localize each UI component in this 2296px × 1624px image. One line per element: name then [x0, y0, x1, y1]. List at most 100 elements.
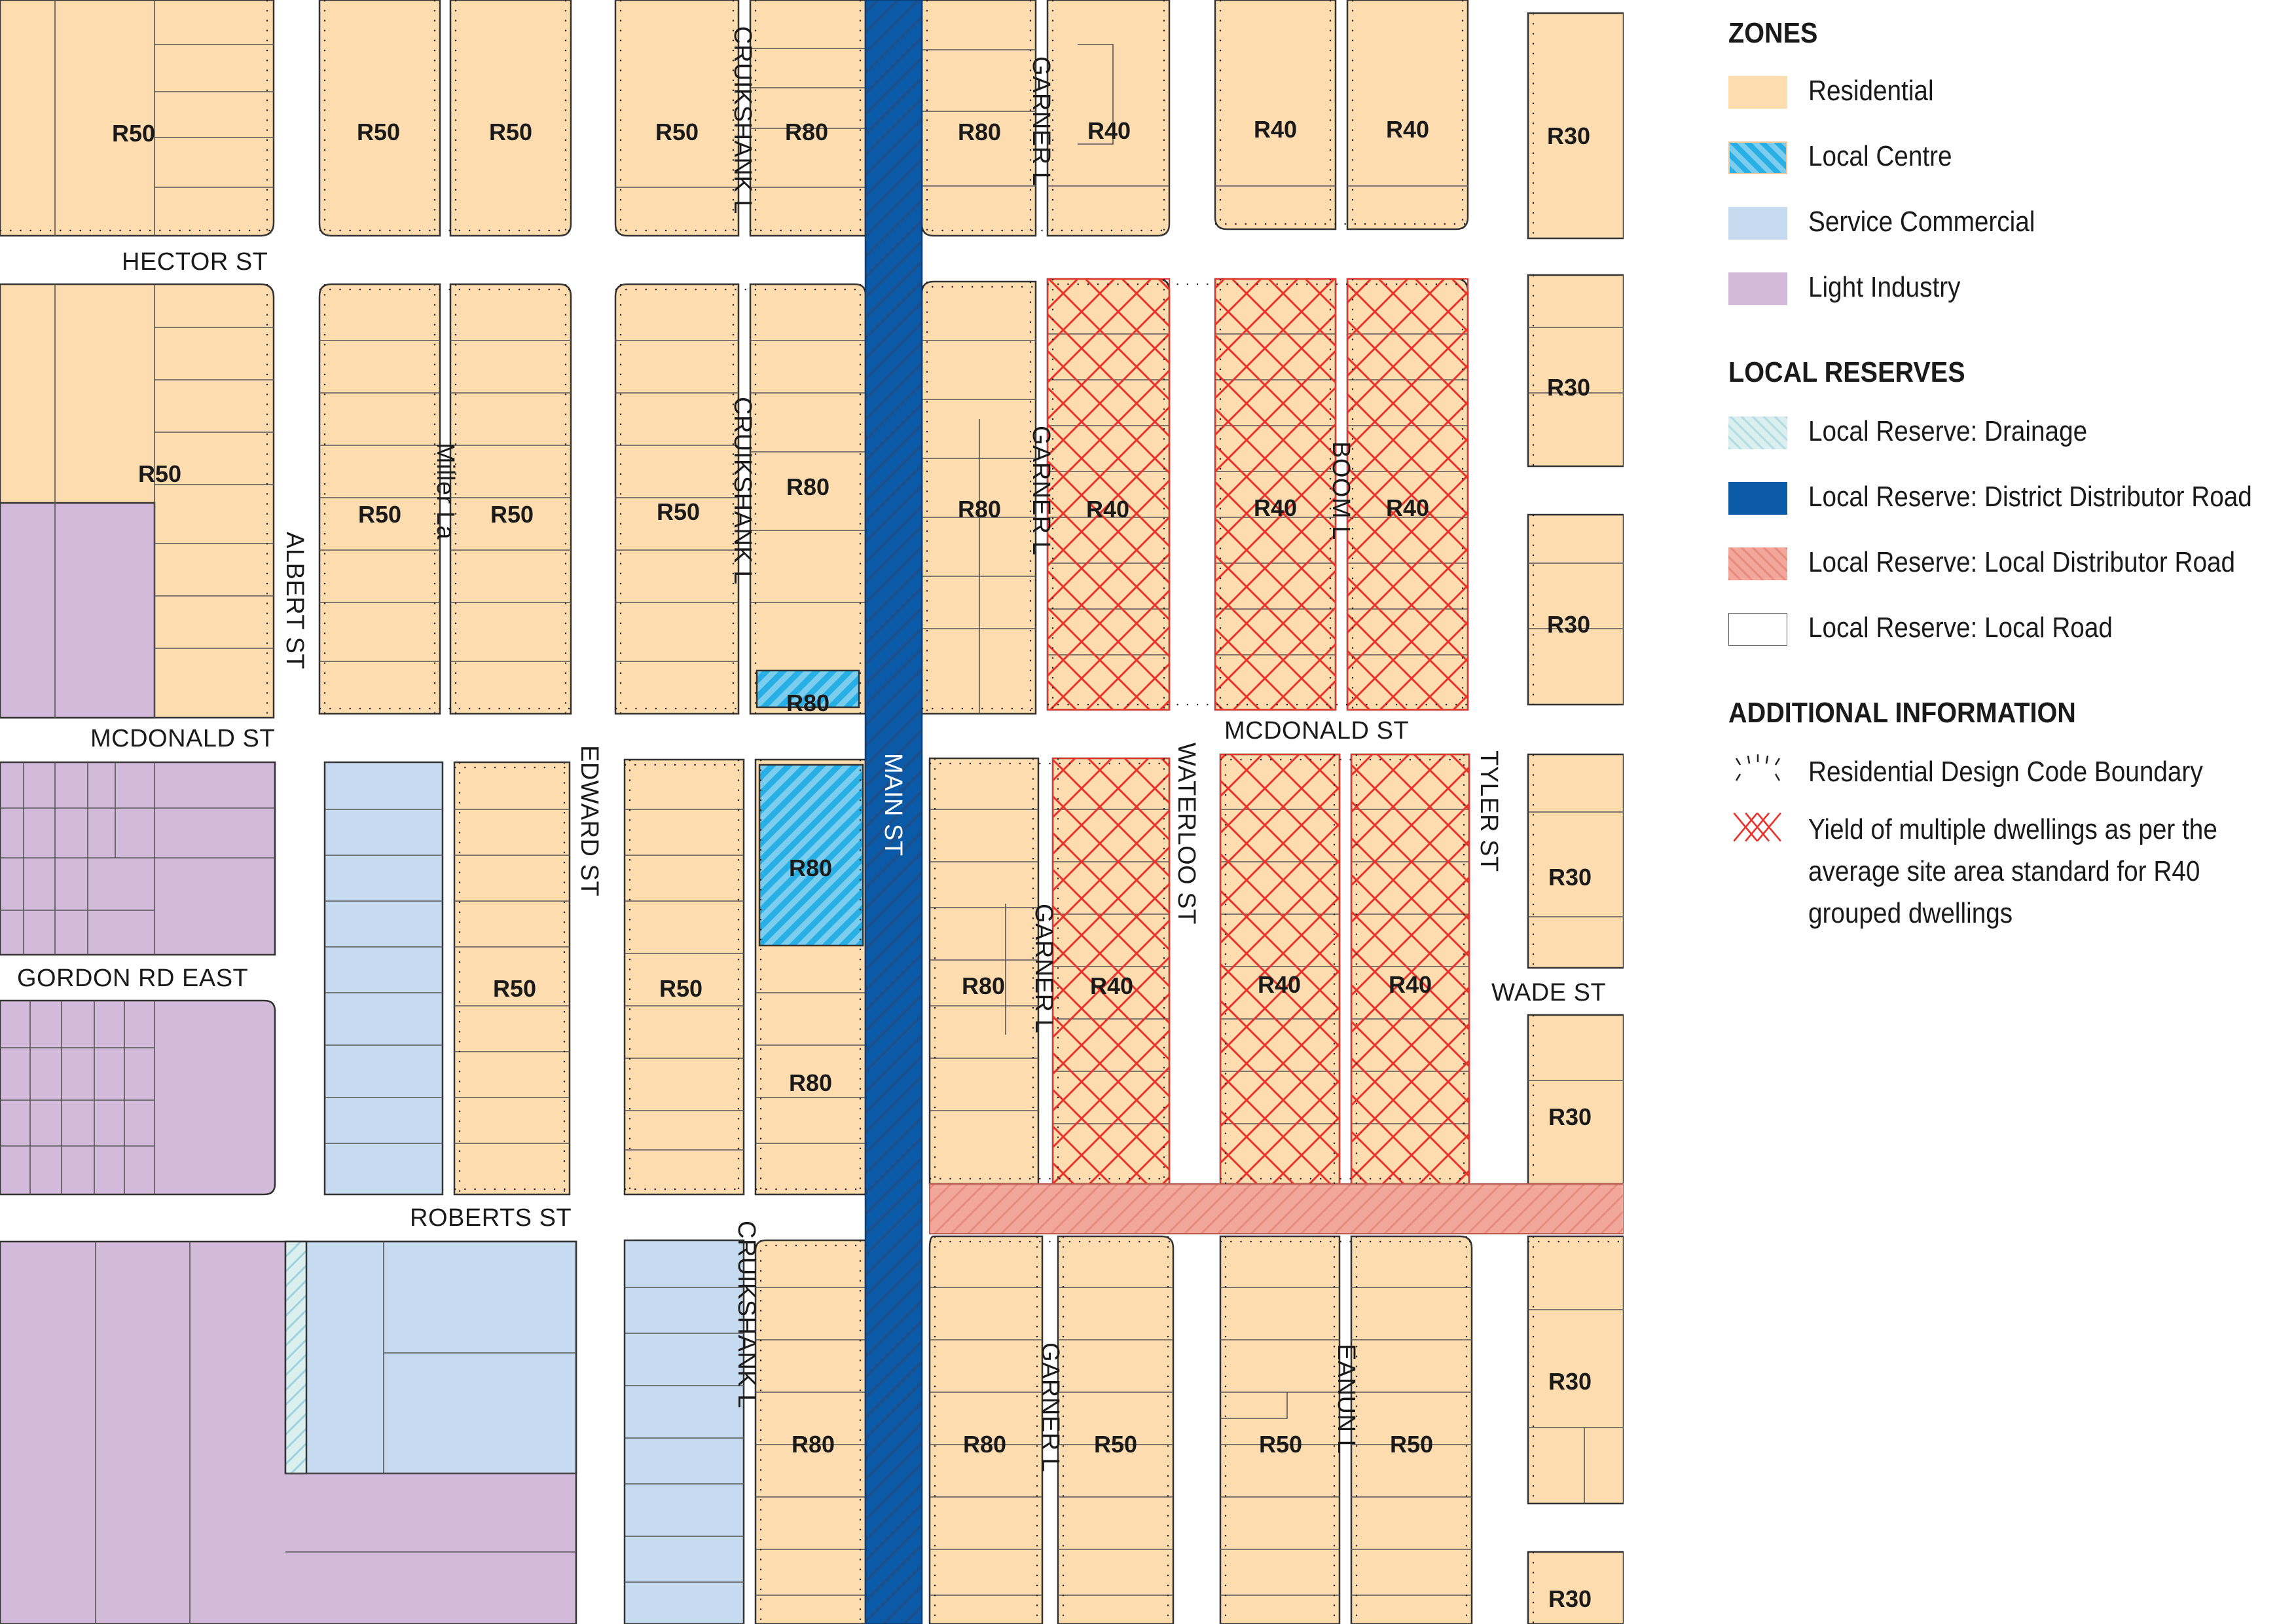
rcode-label: R40 [1258, 971, 1301, 998]
service-commercial-block [323, 761, 444, 1196]
residential-block [928, 1235, 1044, 1624]
residential-block [318, 0, 441, 237]
residential-block [449, 283, 572, 715]
residential-block [1057, 1235, 1175, 1624]
rcode-label: R50 [490, 501, 534, 528]
residential-block [1350, 1235, 1473, 1624]
legend-heading-zones: ZONES [1728, 17, 1818, 49]
swatch-drainage [1728, 416, 1787, 449]
rcode-label: R50 [489, 119, 532, 145]
rcode-label: R50 [1094, 1431, 1137, 1458]
rcode-label: R80 [963, 1431, 1006, 1458]
rcode-boundary-ticks [0, 0, 1624, 1624]
street-label-cruikshank-mid: CRUIKSHANK L [729, 397, 756, 585]
rcode-label: R80 [792, 1431, 835, 1458]
swatch-district-road [1728, 482, 1787, 515]
local-centre-block [758, 764, 864, 947]
street-label-garner-north: GARNER L [1027, 56, 1055, 186]
residential-block [449, 0, 572, 237]
rcode-label: R30 [1548, 1585, 1592, 1612]
street-label-garner-south2: GARNER L [1036, 1342, 1064, 1472]
residential-block [1046, 0, 1171, 237]
street-label-wade: WADE ST [1491, 979, 1606, 1006]
street-labels: HECTOR ST MCDONALD ST MCDONALD ST GORDON… [17, 26, 1606, 1472]
rcode-label: R40 [1254, 116, 1297, 143]
residential-block [1346, 0, 1469, 231]
rcode-label: R50 [358, 501, 401, 528]
rcode-label: R80 [785, 119, 828, 145]
swatch-rcode-boundary-icon [1735, 754, 1781, 781]
swatch-light-industry [1728, 272, 1787, 305]
street-label-tyler: TYLER ST [1475, 750, 1503, 872]
rcode-label: R40 [1090, 972, 1133, 999]
residential-block [749, 0, 867, 237]
rcode-label: R30 [1548, 1368, 1592, 1395]
rcode-label: R40 [1087, 117, 1131, 144]
residential-block [1527, 513, 1624, 706]
swatch-yield-hatch-icon [1733, 812, 1781, 842]
zoning-map[interactable]: R50 R50 R50 R50 R80 R80 R40 R40 R40 R30 … [0, 0, 1624, 1624]
street-label-hector: HECTOR ST [122, 248, 268, 276]
street-label-garner-mid: GARNER L [1027, 426, 1055, 555]
service-commercial-block [284, 1240, 577, 1475]
swatch-local-centre [1728, 141, 1787, 174]
street-label-mcdonald-east: MCDONALD ST [1224, 717, 1409, 745]
rcode-label: R30 [1547, 374, 1590, 401]
street-label-cruikshank-south: CRUIKSHANK L [733, 1221, 760, 1409]
legend-label-local-road: Local Reserve: Local Road [1808, 612, 2113, 644]
rcode-label: R40 [1389, 971, 1432, 998]
rcode-label: R50 [655, 119, 699, 145]
residential-block [614, 0, 740, 237]
legend-label-yield-line2: average site area standard for R40 [1808, 855, 2200, 887]
street-label-waterloo: WATERLOO ST [1173, 743, 1200, 925]
rcode-label: R50 [357, 119, 400, 145]
rcode-label: R80 [789, 855, 832, 881]
rcode-label: R80 [962, 972, 1005, 999]
street-label-main: MAIN ST [879, 753, 907, 857]
legend-label-rcode-boundary: Residential Design Code Boundary [1808, 756, 2203, 788]
rcode-label: R80 [786, 473, 829, 500]
legend-label-drainage: Local Reserve: Drainage [1808, 415, 2088, 447]
rcode-label: R50 [1259, 1431, 1302, 1458]
legend-label-light-industry: Light Industry [1808, 271, 1961, 303]
legend-label-yield-line3: grouped dwellings [1808, 897, 2013, 929]
rcode-label: R50 [112, 120, 155, 147]
legend-label-district-road: Local Reserve: District Distributor Road [1808, 481, 2252, 513]
swatch-residential [1728, 76, 1787, 109]
residential-block [1219, 1235, 1341, 1624]
rcode-label: R30 [1548, 1103, 1592, 1130]
service-commercial-block [623, 1239, 745, 1624]
rcode-label: R40 [1254, 494, 1297, 521]
swatch-local-road [1728, 613, 1787, 646]
rcode-label: R80 [786, 690, 829, 716]
residential-block [1214, 0, 1337, 231]
street-label-boom: BOOM L [1327, 441, 1355, 540]
residential-block [1527, 1235, 1624, 1505]
rcode-label: R30 [1547, 122, 1590, 149]
rcode-labels: R50 R50 R50 R50 R80 R80 R40 R40 R40 R30 … [112, 116, 1592, 1612]
rcode-label: R80 [958, 496, 1001, 523]
rcode-label: R50 [657, 498, 700, 525]
yield-hatch-overlays [1047, 278, 1470, 1185]
legend-label-local-distributor: Local Reserve: Local Distributor Road [1808, 546, 2236, 578]
legend-label-local-centre: Local Centre [1808, 140, 1952, 172]
light-industry-block [0, 999, 276, 1196]
rcode-label: R30 [1547, 611, 1590, 638]
rcode-label: R50 [493, 975, 536, 1002]
residential-block [1527, 1014, 1624, 1185]
residential-block [1527, 1551, 1624, 1624]
street-label-albert: ALBERT ST [281, 532, 308, 669]
residential-block [1527, 274, 1624, 468]
rcode-label: R50 [659, 975, 702, 1002]
street-label-roberts: ROBERTS ST [410, 1204, 572, 1232]
legend-heading-additional: ADDITIONAL INFORMATION [1728, 697, 2076, 729]
residential-block [928, 757, 1040, 1185]
local-centre-block [756, 669, 860, 709]
residential-block [453, 761, 571, 1196]
legend-heading-reserves: LOCAL RESERVES [1728, 356, 1965, 388]
rcode-label: R30 [1548, 864, 1592, 891]
street-label-edward: EDWARD ST [575, 745, 603, 896]
street-label-garner-south1: GARNER L [1030, 904, 1057, 1033]
legend-label-yield-line1: Yield of multiple dwellings as per the [1808, 813, 2217, 845]
rcode-label: R40 [1386, 494, 1429, 521]
